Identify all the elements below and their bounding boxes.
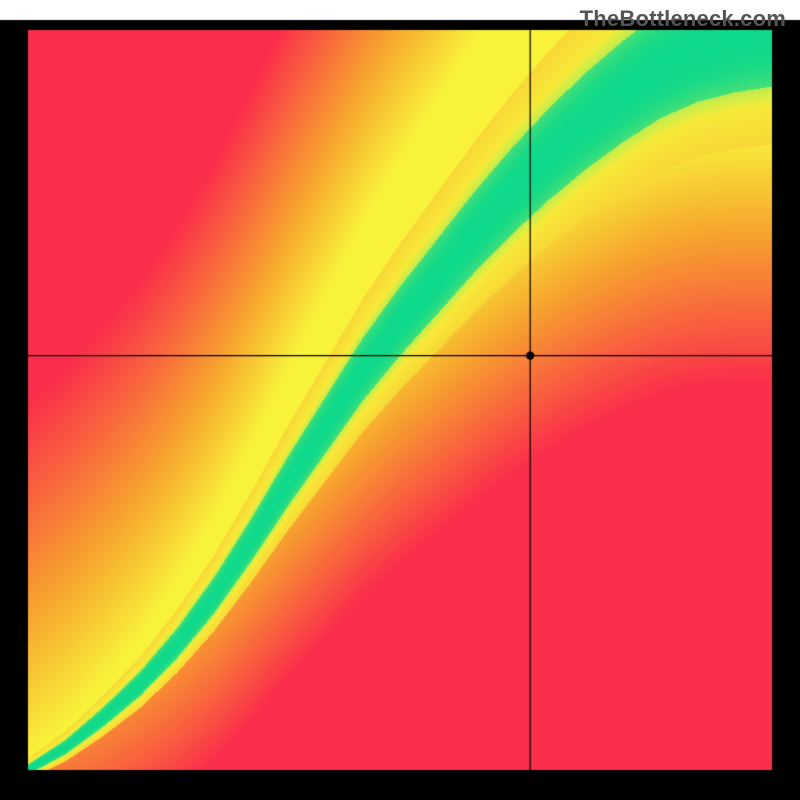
watermark-label: TheBottleneck.com (580, 6, 786, 32)
chart-container: TheBottleneck.com (0, 0, 800, 800)
heatmap-canvas (0, 0, 800, 800)
